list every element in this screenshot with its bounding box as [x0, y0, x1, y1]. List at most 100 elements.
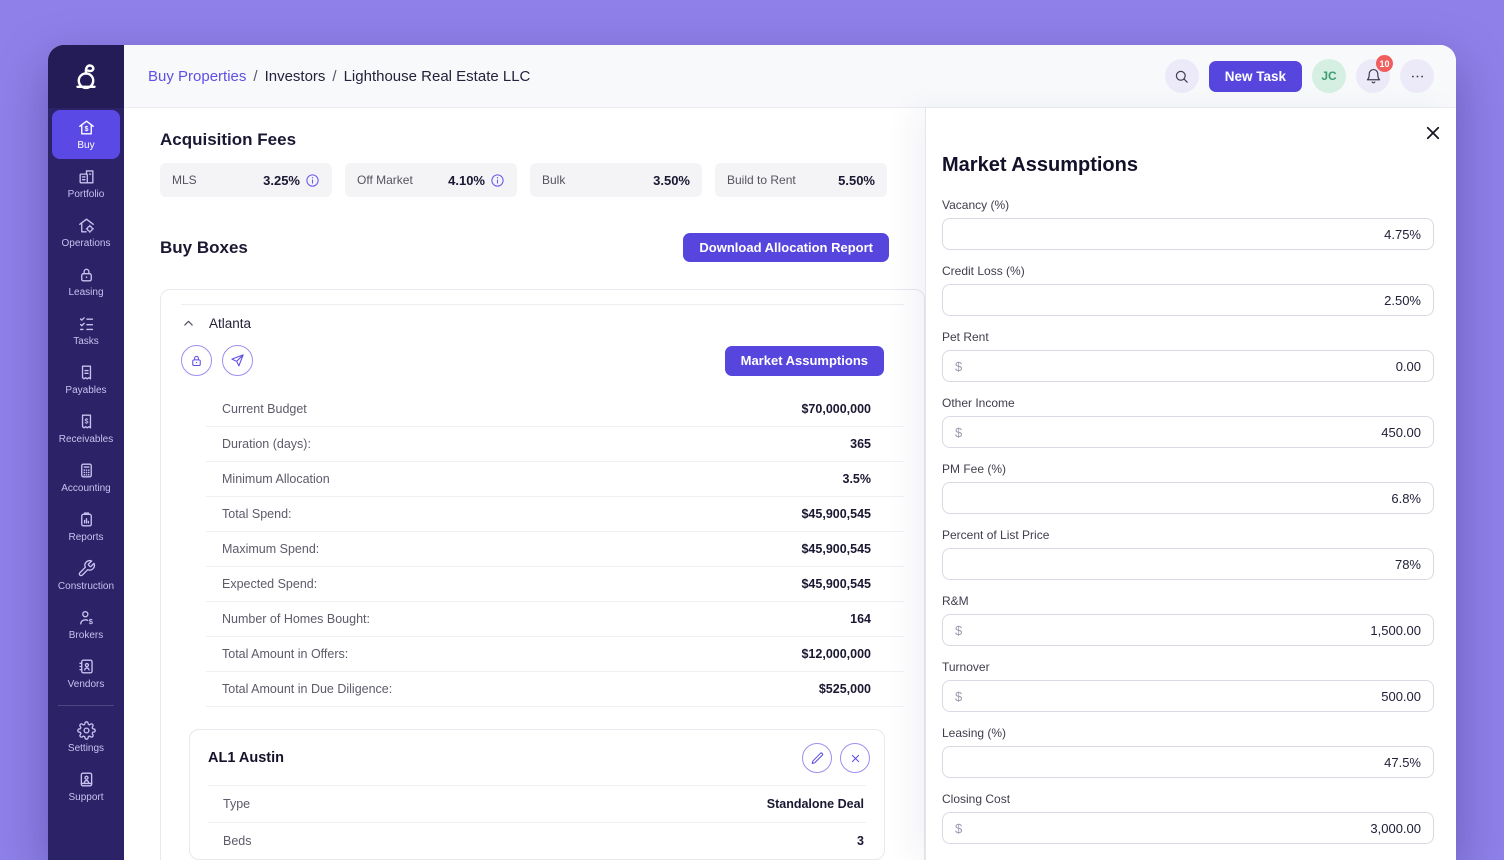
dollar-prefix: $ [955, 424, 963, 440]
detail-value: Standalone Deal [766, 797, 864, 811]
assumption-input[interactable]: 78% [942, 548, 1434, 580]
lock-button[interactable] [181, 345, 212, 376]
fee-label: Off Market [357, 173, 413, 187]
assumption-input[interactable]: $ 3,000.00 [942, 812, 1434, 844]
assumption-input[interactable]: 2.50% [942, 284, 1434, 316]
sidebar-item[interactable]: Construction [52, 551, 120, 600]
sidebar-item[interactable]: Settings [52, 713, 120, 762]
field-label: Vacancy (%) [942, 198, 1010, 212]
detail-value: $70,000,000 [801, 402, 871, 416]
header-actions: New Task JC 10 [1164, 55, 1434, 93]
lock-icon [192, 355, 201, 367]
sidebar-nav: $ Buy Portfolio Operations Leasing [48, 108, 124, 811]
sidebar-item[interactable]: Support [52, 762, 120, 811]
avatar[interactable]: JC [1312, 59, 1346, 93]
sidebar-item-label: Payables [65, 385, 107, 396]
deal-detail-rows: Type Standalone Deal Beds 3 [190, 785, 884, 859]
download-allocation-report-button[interactable]: Download Allocation Report [683, 233, 889, 262]
fee-value: 5.50% [838, 172, 875, 188]
svg-text:$: $ [84, 125, 88, 133]
breadcrumb-investors[interactable]: Investors [265, 68, 337, 85]
notifications: 10 [1356, 55, 1393, 93]
deal-card: AL1 Austin Type Standalone [189, 729, 885, 860]
sidebar-item-label: Operations [61, 238, 111, 249]
assumption-input[interactable]: $ 0.00 [942, 350, 1434, 382]
send-button[interactable] [222, 345, 253, 376]
sidebar-item[interactable]: Operations [52, 208, 120, 257]
market-assumptions-button[interactable]: Market Assumptions [724, 345, 884, 376]
detail-label: Current Budget [222, 402, 307, 416]
field-label: Closing Cost [942, 792, 1011, 806]
detail-value: 3 [857, 834, 864, 848]
notification-badge: 10 [1376, 55, 1393, 72]
calculator-icon [77, 461, 96, 480]
field-label: Turnover [942, 660, 990, 674]
top-header: Buy Properties Investors Lighthouse Real… [124, 45, 1456, 108]
detail-label: Duration (days): [222, 437, 311, 451]
input-value: 78% [1394, 556, 1421, 572]
sidebar-item-label: Buy [77, 140, 95, 151]
sidebar-item[interactable]: Leasing [52, 257, 120, 306]
market-assumptions-panel: Market Assumptions Vacancy (%) 4.75% Cre… [925, 108, 1456, 860]
sidebar: $ Buy Portfolio Operations Leasing [48, 45, 124, 860]
more-menu-button[interactable] [1400, 59, 1434, 93]
assumption-input[interactable]: 4.75% [942, 218, 1434, 250]
dollar-prefix: $ [955, 622, 963, 638]
assumption-input[interactable]: $ 1,500.00 [942, 614, 1434, 646]
sidebar-item[interactable]: Vendors [52, 649, 120, 698]
detail-row: Total Amount in Offers: $12,000,000 [206, 637, 904, 672]
detail-label: Expected Spend: [222, 577, 318, 591]
new-task-button[interactable]: New Task [1208, 60, 1302, 92]
assumption-input[interactable]: 6.8% [942, 482, 1434, 514]
input-value: 4.75% [1384, 226, 1421, 242]
svg-text:$: $ [88, 617, 93, 626]
sidebar-item-label: Receivables [58, 434, 114, 445]
panel-close-button[interactable] [1424, 124, 1442, 142]
field-label: PM Fee (%) [942, 462, 1007, 476]
market-accordion-header[interactable]: Atlanta [161, 305, 924, 337]
input-value: 3,000.00 [1370, 820, 1421, 836]
sidebar-item[interactable]: Tasks [52, 306, 120, 355]
fee-chip: Off Market 4.10% [345, 163, 517, 197]
sidebar-item[interactable]: $ Buy [52, 110, 120, 159]
info-icon[interactable] [490, 173, 505, 188]
acquisition-fees-row: MLS 3.25% Off Market 4.10% [160, 163, 889, 197]
sidebar-item[interactable]: $ Receivables [52, 404, 120, 453]
detail-value: $12,000,000 [801, 647, 871, 661]
receipt-dollar-icon: $ [77, 412, 96, 431]
sidebar-item[interactable]: Portfolio [52, 159, 120, 208]
sidebar-item[interactable]: $ Brokers [52, 600, 120, 649]
info-icon[interactable] [305, 173, 320, 188]
breadcrumb-buy-properties[interactable]: Buy Properties [148, 68, 258, 85]
app-logo[interactable] [48, 45, 124, 108]
assumption-input[interactable]: $ 500.00 [942, 680, 1434, 712]
input-value: 450.00 [1381, 424, 1421, 440]
ellipsis-icon [1411, 75, 1423, 77]
sidebar-item[interactable]: Accounting [52, 453, 120, 502]
field-label: Pet Rent [942, 330, 989, 344]
search-button[interactable] [1164, 59, 1199, 93]
sidebar-divider [58, 705, 114, 706]
sidebar-item[interactable]: Payables [52, 355, 120, 404]
main-content: Acquisition Fees MLS 3.25% Off Market [124, 108, 925, 860]
detail-label: Maximum Spend: [222, 542, 320, 556]
house-dollar-icon: $ [77, 118, 96, 137]
input-value: 1,500.00 [1370, 622, 1421, 638]
detail-label: Total Spend: [222, 507, 292, 521]
sidebar-item[interactable]: Reports [52, 502, 120, 551]
detail-label: Total Amount in Due Diligence: [222, 682, 393, 696]
detail-value: $45,900,545 [801, 507, 871, 521]
pencil-icon [811, 752, 823, 764]
assumption-input[interactable]: 47.5% [942, 746, 1434, 778]
fee-chip: Build to Rent 5.50% [715, 163, 887, 197]
edit-deal-button[interactable] [802, 743, 832, 773]
detail-label: Number of Homes Bought: [222, 612, 370, 626]
assumption-input[interactable]: $ 450.00 [942, 416, 1434, 448]
detail-value: $45,900,545 [801, 577, 871, 591]
detail-row: Maximum Spend: $45,900,545 [206, 532, 904, 567]
input-value: 0.00 [1395, 358, 1421, 374]
close-icon [1426, 126, 1440, 140]
checklist-icon [77, 314, 96, 333]
receipt-icon [77, 363, 96, 382]
remove-deal-button[interactable] [840, 743, 870, 773]
